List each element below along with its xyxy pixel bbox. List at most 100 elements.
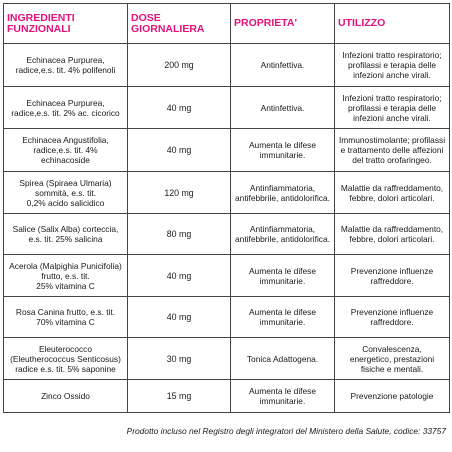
usage-cell-line: Malattie da raffreddamento, (340, 182, 444, 193)
usage-cell: Infezioni tratto respiratorio; profilassi… (334, 86, 450, 129)
usage-cell: Prevenzione influenze raffreddore. (334, 254, 450, 297)
table-body: Echinacea Purpurea, radice,e.s. tit. 4% p… (3, 43, 450, 413)
table-row: Eleuterococco (Eleutherococcus Senticosus… (3, 337, 450, 380)
registry-footnote: Prodotto incluso nel Registro degli inte… (126, 426, 446, 436)
table-row: Salice (Salix Alba) corteccia, e.s. tit. … (3, 213, 450, 255)
property-cell-line: Antinfettiva. (260, 60, 305, 70)
usage-cell-line: profilassi e terapia delle (348, 102, 436, 113)
property-cell-line: immunitarie. (259, 150, 306, 160)
usage-cell-line: infezioni anche virali. (353, 70, 431, 80)
usage-cell-line: Infezioni tratto respiratorio; (342, 50, 442, 60)
dose-cell: 40 mg (127, 254, 231, 297)
usage-cell: Prevenzione influenze raffreddore. (334, 296, 450, 338)
dose-cell: 40 mg (127, 296, 231, 338)
property-cell: Aumenta le difese immunitarie. (230, 128, 335, 172)
ingredient-cell-line: Spirea (Spiraea Ulmaria) (19, 177, 112, 188)
ingredient-cell: Echinacea Purpurea, radice,e.s. tit. 4% p… (3, 43, 128, 87)
ingredient-cell-line: radice,e.s. tit. 4% (33, 145, 98, 155)
usage-cell-line: Prevenzione patologie (350, 391, 434, 401)
ingredient-cell-line: echinacoside (41, 155, 90, 165)
table-row: Rosa Canina frutto, e.s. tit. 70% vitamin… (3, 296, 450, 338)
ingredient-cell-line: radice,e.s. tit. 4% polifenoli (15, 65, 116, 75)
ingredient-cell-line: e.s. tit. 25% salicina (28, 234, 103, 244)
dose-cell: 15 mg (127, 379, 231, 413)
property-cell: Antinfiammatoria, antifebbrile, antidolor… (230, 171, 335, 214)
property-cell: Aumenta le difese immunitarie. (230, 379, 335, 413)
ingredient-cell: Salice (Salix Alba) corteccia, e.s. tit. … (3, 213, 128, 255)
usage-cell-line: fisiche e mentali. (360, 363, 424, 374)
ingredient-cell-line: Echinacea Angustifolia, (22, 135, 109, 145)
ingredient-cell: Eleuterococco (Eleutherococcus Senticosus… (3, 337, 128, 380)
ingredients-table: INGREDIENTI FUNZIONALI DOSE GIORNALIERA … (3, 3, 450, 413)
property-cell-line: Aumenta le difese (248, 140, 317, 150)
ingredient-cell-line: Zinco Ossido (41, 391, 90, 401)
usage-cell-line: Malattie da raffreddamento, (340, 224, 444, 234)
usage-cell: Immunostimolante; profilassi e trattament… (334, 128, 450, 172)
table-row: Echinacea Purpurea, radice,e.s. tit. 2% a… (3, 86, 450, 129)
supplement-table-sheet: INGREDIENTI FUNZIONALI DOSE GIORNALIERA … (3, 3, 450, 413)
usage-cell-line: infezioni anche virali. (353, 112, 431, 123)
usage-cell: Malattie da raffreddamento, febbre, dolor… (334, 213, 450, 255)
dose-cell: 80 mg (127, 213, 231, 255)
dose-cell: 120 mg (127, 171, 231, 214)
usage-cell-line: febbre, dolori articolari. (349, 192, 435, 203)
dose-cell: 30 mg (127, 337, 231, 380)
usage-cell: Prevenzione patologie (334, 379, 450, 413)
ingredient-cell-line: Echinacea Purpurea, (26, 97, 105, 108)
ingredient-cell-line: Eleuterococco (38, 343, 93, 354)
property-cell: Aumenta le difese immunitarie. (230, 254, 335, 297)
header-usage: UTILIZZO (334, 3, 450, 44)
table-row: Echinacea Purpurea, radice,e.s. tit. 4% p… (3, 43, 450, 87)
usage-cell-line: Prevenzione influenze (350, 265, 434, 276)
property-cell-line: immunitarie. (259, 275, 306, 286)
usage-cell-line: energetico, prestazioni (349, 353, 435, 364)
ingredient-cell-line: Rosa Canina frutto, e.s. tit. (15, 307, 116, 317)
dose-cell: 200 mg (127, 43, 231, 87)
usage-cell-line: raffreddore. (370, 317, 414, 327)
header-daily-dose: DOSE GIORNALIERA (127, 3, 231, 44)
ingredient-cell-line: sommità, e.s. tit. (35, 187, 96, 198)
table-row: Zinco Ossido 15 mg Aumenta le difese immuni… (3, 379, 450, 413)
usage-cell-line: Convalescenza, (362, 343, 422, 354)
ingredient-cell-line: Echinacea Purpurea, (26, 55, 105, 65)
dose-cell: 40 mg (127, 128, 231, 172)
usage-cell: Infezioni tratto respiratorio; profilassi… (334, 43, 450, 87)
usage-cell-line: Immunostimolante; profilassi (338, 135, 446, 145)
header-ingredients: INGREDIENTI FUNZIONALI (3, 3, 128, 44)
usage-cell-line: febbre, dolori articolari. (349, 234, 435, 244)
property-cell-line: antifebbrile, antidolorifica. (235, 192, 330, 203)
property-cell-line: immunitarie. (259, 396, 306, 406)
property-cell-line: antifebbrile, antidolorifica. (235, 234, 330, 244)
usage-cell-line: Prevenzione influenze (350, 307, 434, 317)
property-cell-line: Antinfiammatoria, (249, 182, 316, 193)
usage-cell-line: del tratto orofaringeo. (352, 155, 432, 165)
property-cell-line: immunitarie. (259, 317, 306, 327)
usage-cell-line: profilassi e terapia delle (348, 60, 436, 70)
ingredient-cell-line: Acerola (Malpighia Punicifolia) (9, 260, 122, 271)
ingredient-cell: Acerola (Malpighia Punicifolia) frutto, e… (3, 254, 128, 297)
property-cell-line: Tonica Adattogena. (246, 353, 319, 364)
ingredient-cell-line: Salice (Salix Alba) corteccia, (12, 224, 119, 234)
property-cell-line: Aumenta le difese (248, 307, 317, 317)
ingredient-cell: Echinacea Purpurea, radice,e.s. tit. 2% a… (3, 86, 128, 129)
property-cell: Antinfiammatoria, antifebbrile, antidolor… (230, 213, 335, 255)
ingredient-cell-line: radice,e.s. tit. 2% ac. cicorico (11, 107, 120, 118)
property-cell: Aumenta le difese immunitarie. (230, 296, 335, 338)
ingredient-cell-line: 0,2% acido salicidico (26, 197, 105, 208)
property-cell-line: Antinfiammatoria, (249, 224, 316, 234)
usage-cell-line: e trattamento delle affezioni (340, 145, 444, 155)
ingredient-cell-line: 70% vitamina C (36, 317, 95, 327)
property-cell: Antinfettiva. (230, 43, 335, 87)
ingredient-cell: Rosa Canina frutto, e.s. tit. 70% vitamin… (3, 296, 128, 338)
property-cell-line: Aumenta le difese (248, 265, 317, 276)
ingredient-cell: Spirea (Spiraea Ulmaria) sommità, e.s. ti… (3, 171, 128, 214)
property-cell: Tonica Adattogena. (230, 337, 335, 380)
table-row: Echinacea Angustifolia, radice,e.s. tit. … (3, 128, 450, 172)
ingredient-cell: Echinacea Angustifolia, radice,e.s. tit. … (3, 128, 128, 172)
table-row: Acerola (Malpighia Punicifolia) frutto, e… (3, 254, 450, 297)
header-properties: PROPRIETA' (230, 3, 335, 44)
usage-cell: Convalescenza, energetico, prestazioni fis… (334, 337, 450, 380)
usage-cell-line: raffreddore. (370, 275, 414, 286)
ingredient-cell-line: (Eleutherococcus Senticosus) (10, 353, 121, 364)
header-row: INGREDIENTI FUNZIONALI DOSE GIORNALIERA … (3, 3, 450, 44)
